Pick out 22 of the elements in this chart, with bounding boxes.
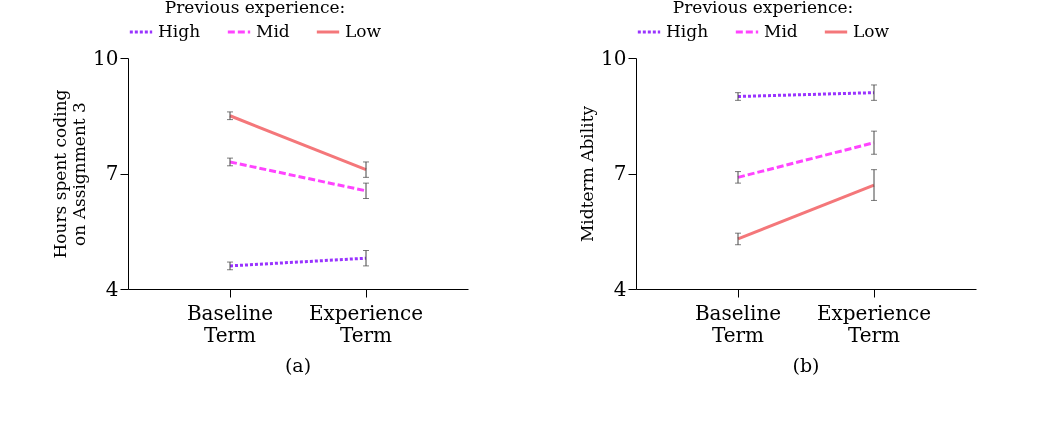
legend-title: Previous experience: <box>164 0 345 17</box>
legend-label: Low <box>344 21 382 41</box>
legend-label: Low <box>853 21 890 41</box>
legend-label: Mid <box>255 21 290 41</box>
y-tick-label: 7 <box>105 161 118 185</box>
y-axis-title: Hours spent coding on Assignment 3 <box>49 89 89 259</box>
x-tick-label: Baseline Term <box>186 300 273 347</box>
y-tick-label: 10 <box>92 45 118 70</box>
y-tick-label: 4 <box>613 276 627 301</box>
legend-label: Mid <box>764 21 798 41</box>
text: (b) <box>792 354 820 376</box>
text: (a) <box>284 354 311 376</box>
legend-title: Previous experience: <box>672 0 854 17</box>
y-tick-label: 4 <box>105 276 118 301</box>
x-tick-label: Baseline Term <box>694 300 782 347</box>
y-tick-label: 10 <box>601 45 627 70</box>
y-tick-label: 7 <box>613 161 627 185</box>
legend-label: High <box>157 21 200 41</box>
y-axis-title: Midterm Ability <box>577 105 598 243</box>
legend-label: High <box>666 21 709 41</box>
x-tick-label: Experience Term <box>816 300 932 347</box>
x-tick-label: Experience Term <box>308 300 423 347</box>
